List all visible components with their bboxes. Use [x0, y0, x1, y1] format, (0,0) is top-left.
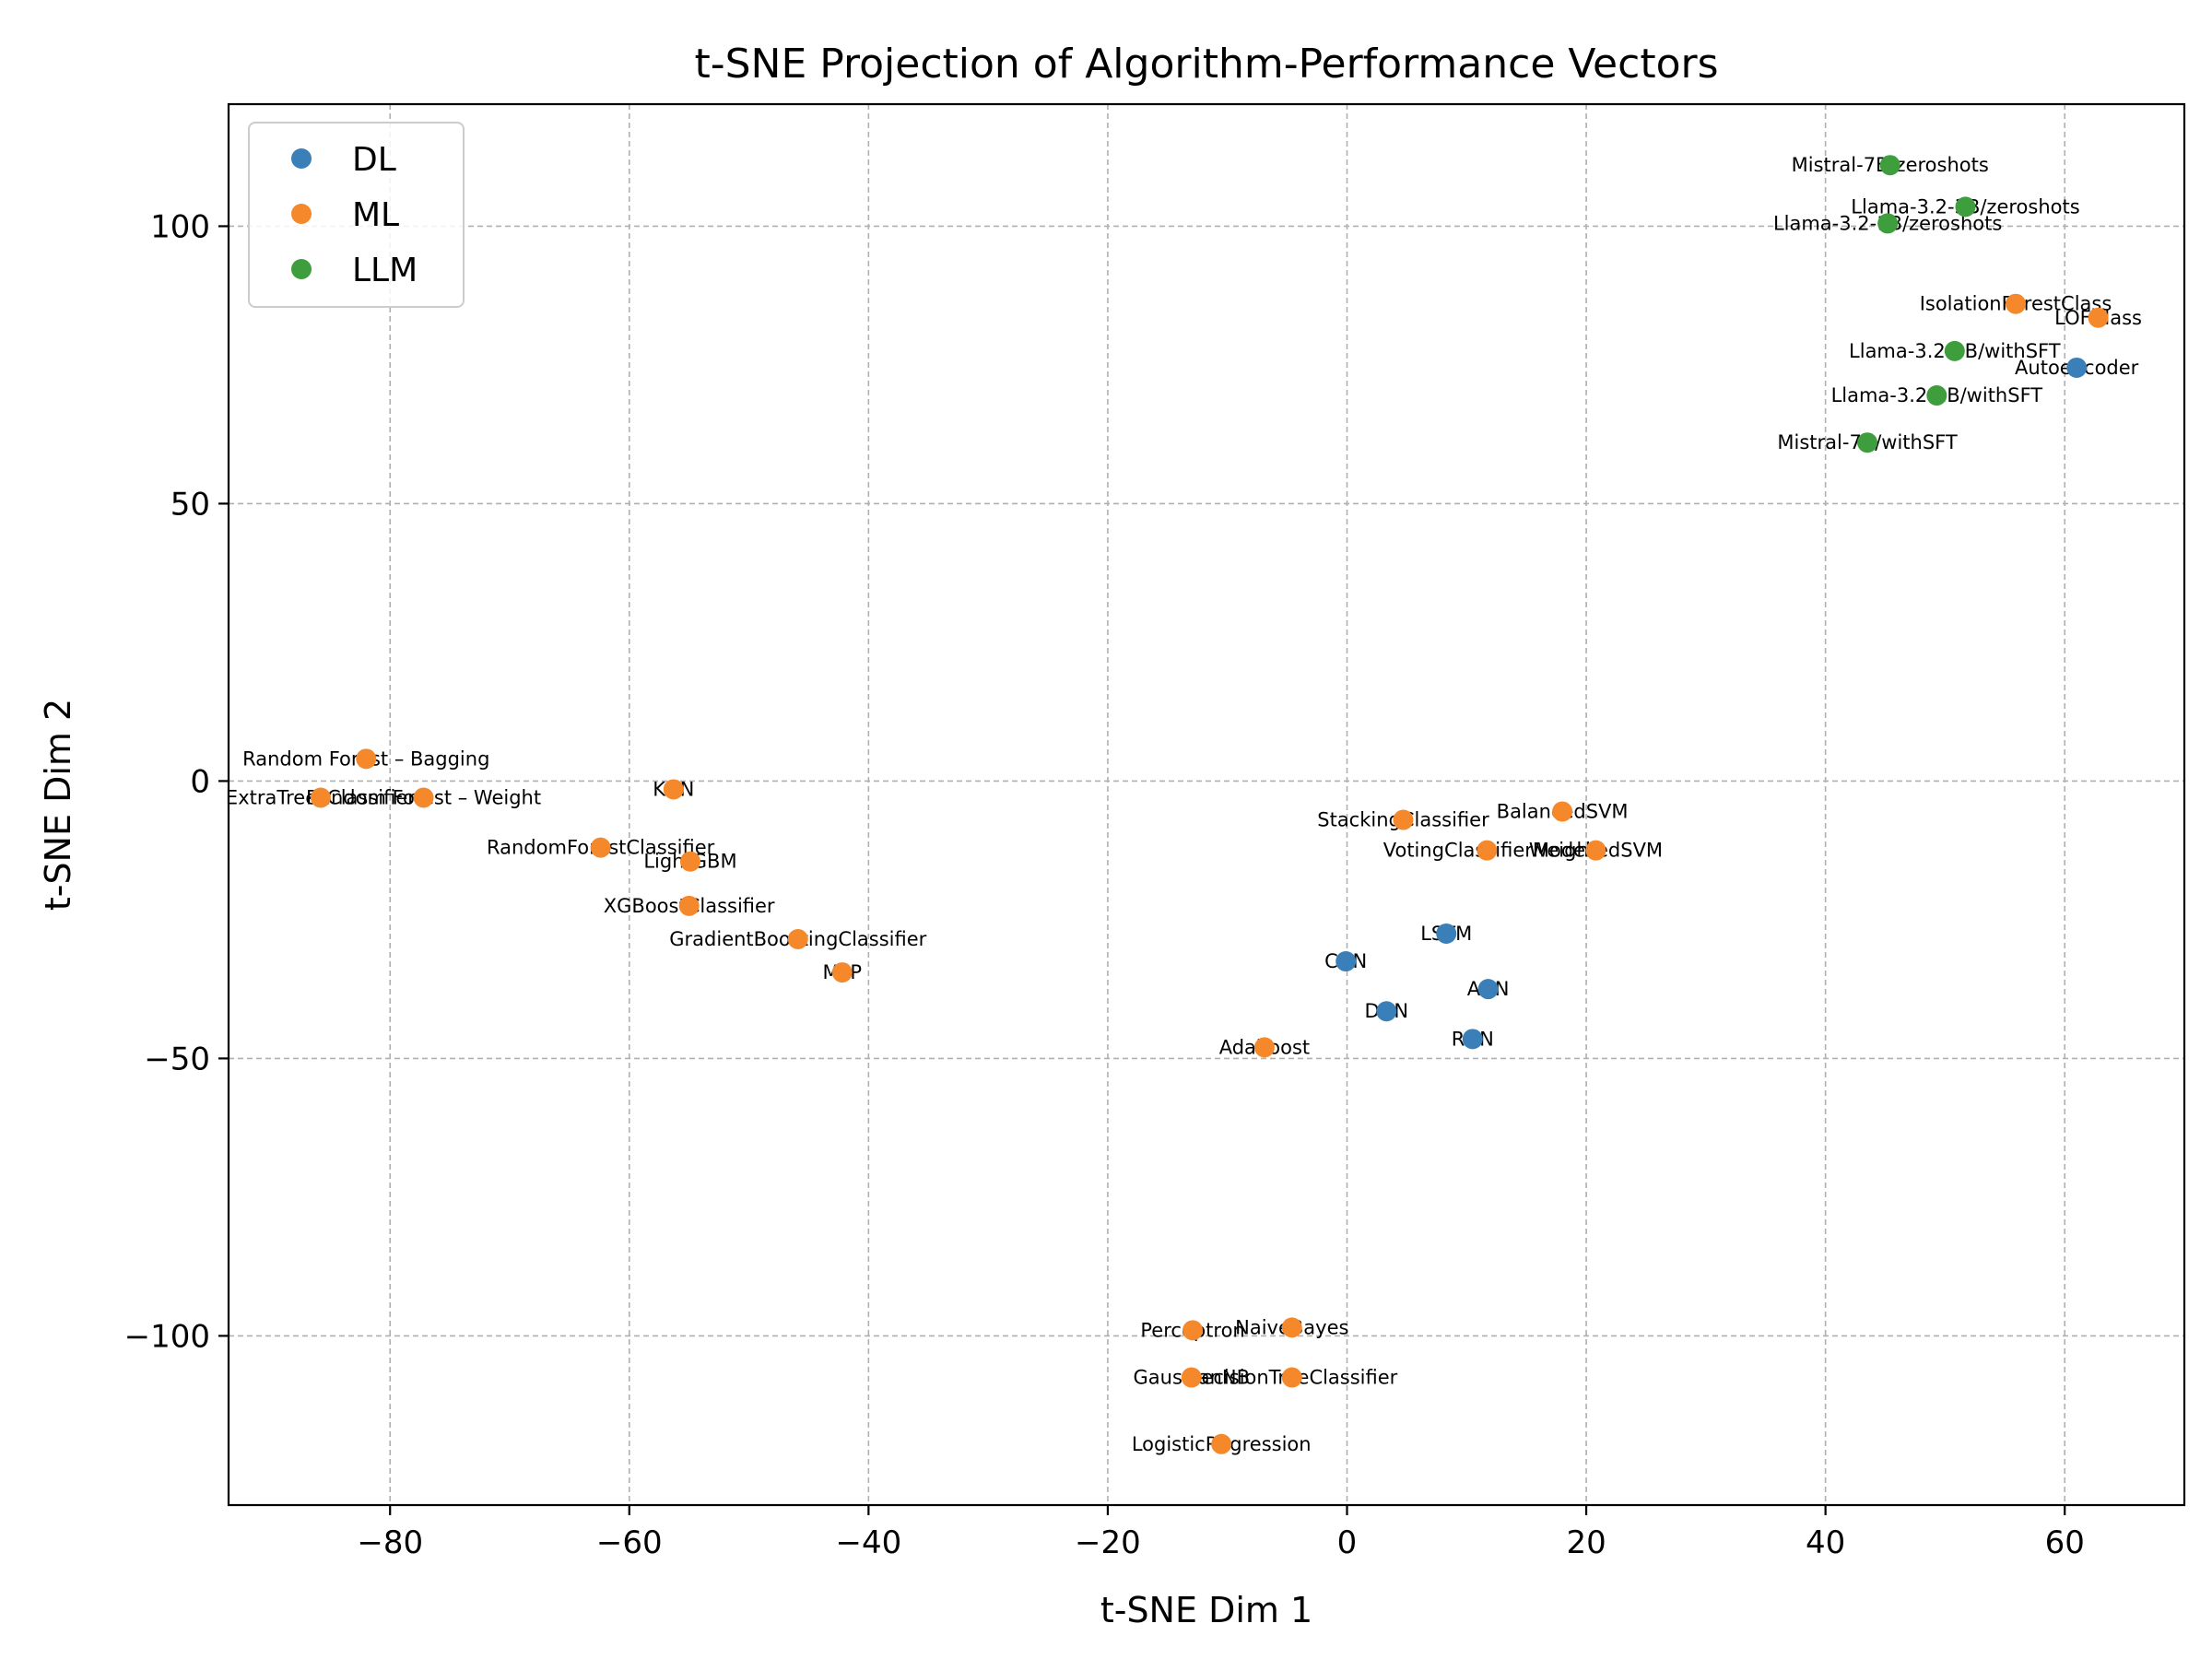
legend-marker-dl	[291, 148, 312, 169]
y-tick-label: 0	[190, 763, 210, 800]
data-point-ml	[310, 787, 331, 808]
data-point-ml	[590, 837, 611, 858]
axis-ticks: −80 −60 −40 −20 0 20 40 60 −100 −50 0 50 100	[124, 208, 2085, 1561]
data-point-ml	[2006, 293, 2027, 314]
x-tick-label: −40	[835, 1524, 901, 1561]
x-tick-label: 20	[1566, 1524, 1606, 1561]
x-axis-label: t-SNE Dim 1	[1100, 1590, 1312, 1630]
data-point-llm	[1926, 385, 1947, 406]
data-point-ml	[1182, 1320, 1204, 1341]
grid	[229, 104, 2184, 1505]
data-point-ml	[2088, 307, 2109, 328]
data-point-dl	[1436, 923, 1457, 944]
data-point-ml	[1552, 801, 1573, 822]
legend: DL ML LLM	[248, 122, 465, 308]
x-tick-label: 0	[1337, 1524, 1358, 1561]
data-point-llm	[1944, 340, 1965, 361]
data-point-llm	[1877, 213, 1899, 234]
x-tick-label: −20	[1075, 1524, 1141, 1561]
data-point-ml	[663, 779, 684, 800]
legend-label-ml: ML	[352, 196, 399, 234]
y-tick-label: −50	[144, 1041, 210, 1077]
data-point-ml	[1181, 1367, 1202, 1388]
x-tick-label: −80	[357, 1524, 423, 1561]
legend-label-llm: LLM	[352, 252, 418, 289]
data-point-dl	[1477, 979, 1499, 1000]
data-point-ml	[1281, 1367, 1302, 1388]
data-point-ml	[787, 928, 808, 949]
data-point-dl	[1335, 951, 1357, 972]
data-point-llm	[1879, 155, 1900, 176]
data-point-dl	[1462, 1029, 1483, 1050]
y-tick-label: −100	[124, 1318, 210, 1355]
chart-title: t-SNE Projection of Algorithm-Performanc…	[694, 41, 1718, 88]
data-point-ml	[1281, 1317, 1302, 1338]
legend-label-dl: DL	[352, 141, 396, 179]
legend-marker-llm	[291, 259, 312, 279]
data-point-ml	[356, 748, 377, 770]
point-labels: AutoencoderLSTMCNNANNDNNRNNIsolationFore…	[226, 154, 2142, 1455]
legend-marker-ml	[291, 204, 312, 224]
data-points	[310, 155, 2109, 1454]
plot-frame	[227, 102, 2186, 1507]
data-point-ml	[1253, 1037, 1275, 1058]
data-point-ml	[1477, 840, 1498, 861]
y-tick-label: 50	[171, 486, 210, 523]
data-point-ml	[831, 962, 853, 983]
data-point-ml	[679, 851, 700, 872]
y-tick-label: 100	[150, 208, 210, 245]
data-point-llm	[1955, 196, 1976, 218]
data-point-dl	[2066, 357, 2088, 378]
data-point-ml	[1585, 840, 1606, 861]
data-point-llm	[1857, 432, 1878, 453]
x-tick-label: −60	[596, 1524, 663, 1561]
data-point-ml	[1211, 1433, 1232, 1454]
y-axis-label: t-SNE Dim 2	[38, 699, 78, 911]
data-point-ml	[413, 787, 434, 808]
data-point-ml	[1393, 809, 1414, 830]
data-point-dl	[1376, 1001, 1397, 1022]
x-tick-label: 60	[2045, 1524, 2085, 1561]
x-tick-label: 40	[1806, 1524, 1845, 1561]
data-point-ml	[678, 895, 700, 916]
